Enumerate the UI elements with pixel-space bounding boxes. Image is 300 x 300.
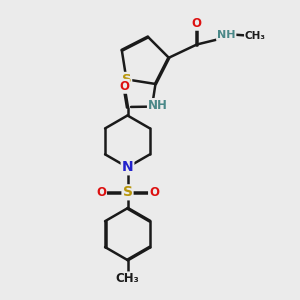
Text: N: N (122, 160, 133, 174)
Text: S: S (122, 185, 133, 199)
Text: NH: NH (148, 99, 168, 112)
Text: O: O (119, 80, 129, 93)
Text: O: O (192, 17, 202, 30)
Text: O: O (96, 186, 106, 199)
Text: CH₃: CH₃ (116, 272, 140, 285)
Text: CH₃: CH₃ (245, 31, 266, 41)
Text: O: O (149, 186, 159, 199)
Text: NH: NH (217, 30, 236, 40)
Text: S: S (122, 73, 131, 86)
